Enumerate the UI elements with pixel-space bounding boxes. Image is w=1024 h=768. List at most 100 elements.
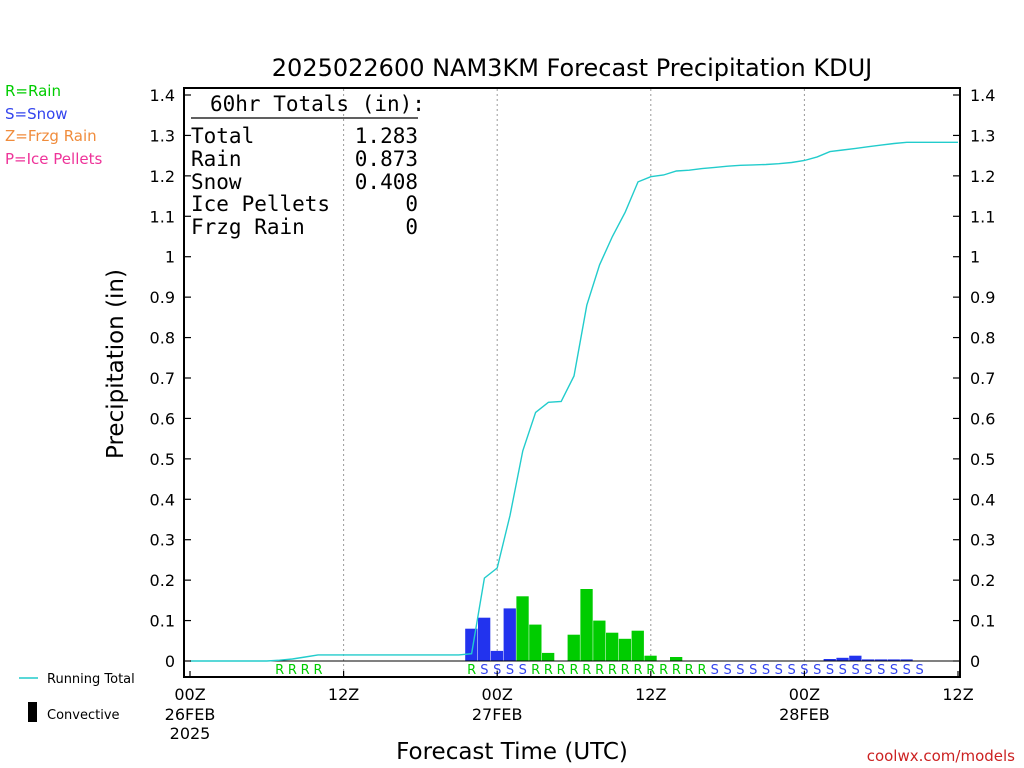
y-tick-label-right: 0.7 xyxy=(970,369,995,388)
y-tick-label-right: 1.1 xyxy=(970,207,995,226)
ptype-code: S xyxy=(903,663,911,678)
y-tick-label-right: 0.2 xyxy=(970,571,995,590)
snow-bar xyxy=(887,659,900,661)
ptype-code: S xyxy=(775,663,783,678)
totals-value-rain: 0.873 xyxy=(355,147,418,171)
totals-value-snow: 0.408 xyxy=(355,170,418,194)
snow-bar xyxy=(862,659,875,661)
ptype-code: R xyxy=(569,663,578,678)
ptype-code: R xyxy=(288,663,297,678)
snow-bar xyxy=(823,659,836,661)
rain-bar xyxy=(516,596,529,661)
ptype-code: R xyxy=(608,663,617,678)
x-tick-label: 12Z xyxy=(942,685,973,704)
rain-bar xyxy=(618,638,632,661)
y-tick-label-left: 0.5 xyxy=(150,450,175,469)
rain-bar xyxy=(567,634,580,661)
legend-freezing-rain: Z=Frzg Rain xyxy=(5,127,97,145)
y-tick-label-right: 0.4 xyxy=(970,490,995,509)
ptype-code: R xyxy=(275,663,284,678)
y-tick-label-right: 0.9 xyxy=(970,288,995,307)
y-tick-label-left: 1.2 xyxy=(150,167,175,186)
y-tick-label-right: 1 xyxy=(970,248,980,267)
x-tick-label: 00Z xyxy=(482,685,513,704)
totals-label-rain: Rain xyxy=(191,147,242,171)
ptype-code: S xyxy=(493,663,501,678)
snow-bar xyxy=(836,657,849,661)
rain-bar xyxy=(606,632,619,661)
ptype-code: S xyxy=(915,663,923,678)
legend-rain: R=Rain xyxy=(5,82,61,100)
chart-title: 2025022600 NAM3KM Forecast Precipitation… xyxy=(272,54,872,82)
ptype-code: R xyxy=(685,663,694,678)
x-tick-label: 00Z xyxy=(789,685,820,704)
ptype-code: R xyxy=(301,663,310,678)
y-tick-label-right: 0.1 xyxy=(970,612,995,631)
ptype-code: R xyxy=(595,663,604,678)
x-axis-title: Forecast Time (UTC) xyxy=(396,739,628,765)
ptype-code: S xyxy=(839,663,847,678)
running-total-polyline xyxy=(190,141,958,662)
y-tick-label-right: 1.4 xyxy=(970,86,995,105)
totals-label-ice-pellets: Ice Pellets xyxy=(191,192,330,216)
totals-label-total: Total xyxy=(191,124,254,148)
y-tick-label-left: 1.4 xyxy=(150,86,175,105)
y-tick-label-left: 0.1 xyxy=(150,612,175,631)
ptype-code: R xyxy=(544,663,553,678)
ptype-code: R xyxy=(646,663,655,678)
snow-bar xyxy=(503,608,516,661)
ptype-code: S xyxy=(736,663,744,678)
rain-bar xyxy=(529,624,542,661)
ptype-code: S xyxy=(519,663,527,678)
y-tick-label-left: 0.3 xyxy=(150,531,175,550)
running-total-label: Running Total xyxy=(47,672,135,687)
y-axis-title: Precipitation (in) xyxy=(103,269,129,459)
ptype-code: R xyxy=(313,663,322,678)
y-tick-label-left: 0 xyxy=(165,652,175,671)
ptype-code: S xyxy=(851,663,859,678)
totals-label-freezing-rain: Frzg Rain xyxy=(191,215,305,239)
rain-bar xyxy=(644,655,657,661)
y-tick-label-left: 1 xyxy=(165,248,175,267)
ptype-code: S xyxy=(877,663,885,678)
rain-bar xyxy=(631,630,644,661)
plot-frame xyxy=(183,87,961,678)
legend-ice-pellets: P=Ice Pellets xyxy=(5,150,102,168)
y-tick-label-left: 0.7 xyxy=(150,369,175,388)
convective-label: Convective xyxy=(47,708,120,723)
y-tick-label-left: 0.4 xyxy=(150,490,175,509)
ptype-code: R xyxy=(621,663,630,678)
x-tick-year: 2025 xyxy=(170,724,211,743)
snow-bar xyxy=(874,659,888,661)
legend-snow: S=Snow xyxy=(5,105,68,123)
ptype-code: S xyxy=(506,663,514,678)
line-legend: Running Total Convective xyxy=(19,672,135,723)
y-tick-label-right: 0.3 xyxy=(970,531,995,550)
totals-box: 60hr Totals (in): Total 1.283 Rain 0.873… xyxy=(191,92,425,239)
totals-value-total: 1.283 xyxy=(355,124,418,148)
rain-bar xyxy=(670,657,683,661)
y-axis-ticks: 0 00.1 0.10.2 0.20.3 0.30.4 0.40.5 0.50.6 0.60.… xyxy=(150,86,996,671)
ptype-code: S xyxy=(864,663,872,678)
rain-bar xyxy=(580,589,593,661)
x-tick-date: 28FEB xyxy=(779,705,830,724)
ptype-code: S xyxy=(800,663,808,678)
ptype-code: R xyxy=(531,663,540,678)
ptype-code: R xyxy=(582,663,591,678)
y-tick-label-right: 1.2 xyxy=(970,167,995,186)
ptype-code: S xyxy=(890,663,898,678)
convective-swatch xyxy=(28,702,37,722)
snow-bar xyxy=(900,659,913,661)
x-tick-label: 12Z xyxy=(328,685,359,704)
ptype-code: S xyxy=(813,663,821,678)
y-tick-label-left: 0.2 xyxy=(150,571,175,590)
x-tick-date: 26FEB xyxy=(165,705,216,724)
ptype-code: S xyxy=(480,663,488,678)
ptype-code: R xyxy=(633,663,642,678)
ptype-code: S xyxy=(762,663,770,678)
totals-header: 60hr Totals (in): xyxy=(210,92,425,116)
ptype-code: S xyxy=(749,663,757,678)
y-tick-label-left: 1.1 xyxy=(150,207,175,226)
y-tick-label-right: 0 xyxy=(970,652,980,671)
